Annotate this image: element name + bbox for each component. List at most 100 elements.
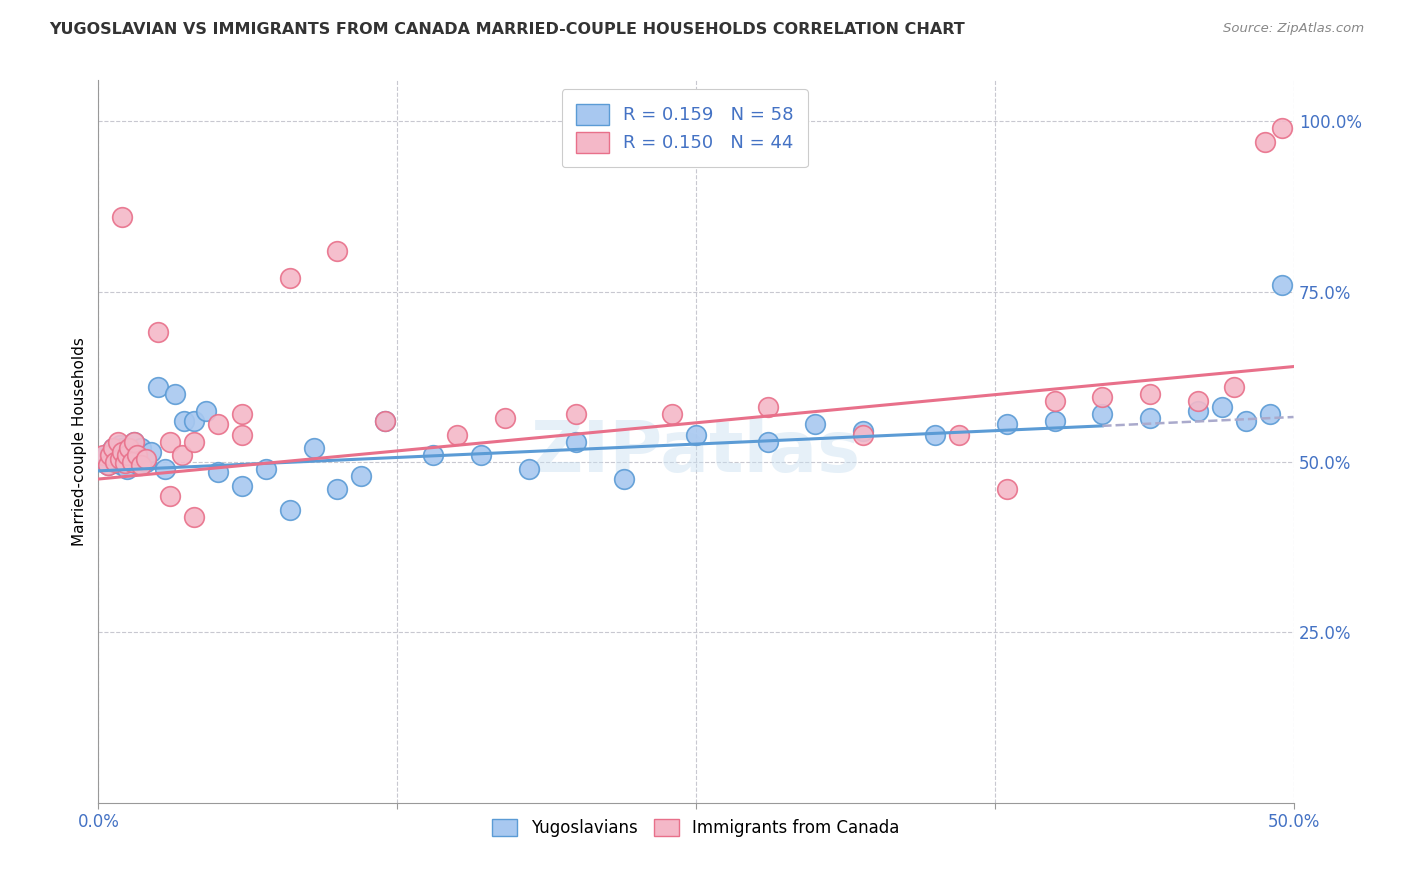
Point xyxy=(374,414,396,428)
Point xyxy=(148,380,170,394)
Point xyxy=(111,444,134,458)
Point xyxy=(131,442,153,456)
Point xyxy=(995,417,1018,432)
Point xyxy=(948,427,970,442)
Point xyxy=(207,465,229,479)
Point xyxy=(101,442,124,456)
Point xyxy=(118,442,141,456)
Point xyxy=(326,244,349,258)
Point xyxy=(125,448,148,462)
Point xyxy=(107,453,129,467)
Point xyxy=(924,427,946,442)
Point xyxy=(804,417,827,432)
Point xyxy=(494,410,516,425)
Point xyxy=(1187,404,1209,418)
Point xyxy=(1091,407,1114,421)
Point xyxy=(159,489,181,503)
Y-axis label: Married-couple Households: Married-couple Households xyxy=(72,337,87,546)
Point xyxy=(565,434,588,449)
Point xyxy=(111,210,134,224)
Point xyxy=(104,447,127,461)
Point xyxy=(132,451,155,466)
Text: YUGOSLAVIAN VS IMMIGRANTS FROM CANADA MARRIED-COUPLE HOUSEHOLDS CORRELATION CHAR: YUGOSLAVIAN VS IMMIGRANTS FROM CANADA MA… xyxy=(49,22,965,37)
Point xyxy=(104,456,127,470)
Point xyxy=(661,407,683,421)
Point xyxy=(1258,407,1281,421)
Point xyxy=(155,462,177,476)
Point xyxy=(231,407,253,421)
Point xyxy=(231,479,253,493)
Point xyxy=(422,448,444,462)
Point xyxy=(1223,380,1246,394)
Point xyxy=(1139,387,1161,401)
Point xyxy=(131,458,153,473)
Point xyxy=(1043,393,1066,408)
Point xyxy=(91,448,114,462)
Point xyxy=(852,425,875,439)
Point xyxy=(135,451,157,466)
Point xyxy=(183,434,205,449)
Point xyxy=(446,427,468,442)
Point xyxy=(107,442,129,457)
Point xyxy=(995,482,1018,496)
Point xyxy=(114,456,136,470)
Point xyxy=(98,444,122,458)
Point xyxy=(278,271,301,285)
Point xyxy=(1091,390,1114,404)
Point xyxy=(278,502,301,516)
Point xyxy=(118,444,141,458)
Point xyxy=(124,434,146,449)
Point xyxy=(1254,135,1277,149)
Point xyxy=(1211,401,1233,415)
Point xyxy=(326,482,349,496)
Point xyxy=(108,451,131,466)
Point xyxy=(111,458,134,473)
Point xyxy=(108,438,131,452)
Point xyxy=(1234,414,1257,428)
Point xyxy=(1271,120,1294,135)
Point xyxy=(101,442,124,456)
Point xyxy=(756,434,779,449)
Point xyxy=(139,444,162,458)
Point xyxy=(254,462,277,476)
Point xyxy=(121,455,143,469)
Legend: Yugoslavians, Immigrants from Canada: Yugoslavians, Immigrants from Canada xyxy=(484,810,908,845)
Point xyxy=(517,462,540,476)
Point xyxy=(148,326,170,340)
Point xyxy=(115,448,138,462)
Point xyxy=(183,414,205,428)
Point xyxy=(163,387,186,401)
Point xyxy=(108,448,131,462)
Point xyxy=(756,401,779,415)
Point xyxy=(97,458,120,473)
Point xyxy=(1139,410,1161,425)
Point xyxy=(91,455,114,469)
Point xyxy=(207,417,229,432)
Point xyxy=(107,434,129,449)
Point xyxy=(183,509,205,524)
Point xyxy=(685,427,707,442)
Point xyxy=(231,427,253,442)
Point xyxy=(125,448,148,462)
Point xyxy=(124,434,146,449)
Point xyxy=(135,455,157,469)
Point xyxy=(101,451,124,466)
Point xyxy=(121,455,143,469)
Point xyxy=(470,448,492,462)
Text: ZIPatlas: ZIPatlas xyxy=(531,417,860,487)
Point xyxy=(114,450,136,464)
Point xyxy=(173,414,195,428)
Point xyxy=(374,414,396,428)
Point xyxy=(852,427,875,442)
Point xyxy=(1187,393,1209,408)
Point xyxy=(195,404,218,418)
Point xyxy=(302,442,325,456)
Point xyxy=(565,407,588,421)
Point xyxy=(111,442,134,456)
Point xyxy=(94,448,117,462)
Point xyxy=(98,448,122,462)
Point xyxy=(350,468,373,483)
Point xyxy=(172,448,194,462)
Text: Source: ZipAtlas.com: Source: ZipAtlas.com xyxy=(1223,22,1364,36)
Point xyxy=(115,462,138,476)
